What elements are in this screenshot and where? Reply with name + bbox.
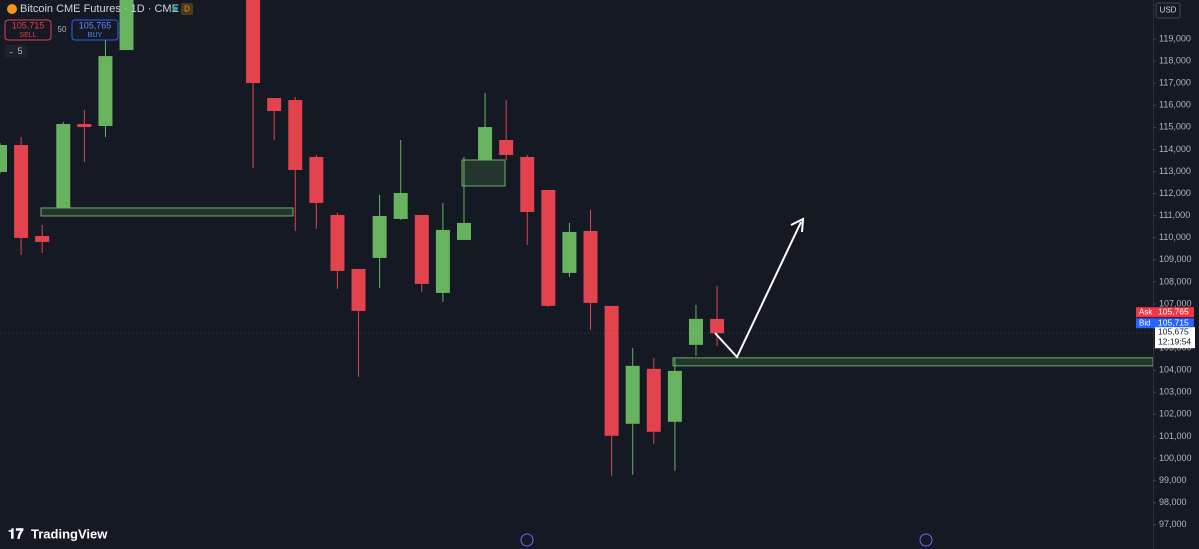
y-tick-label: 97,000	[1159, 519, 1187, 529]
event-icon[interactable]	[919, 533, 933, 547]
currency: USD	[1160, 6, 1177, 15]
y-tick-label: 102,000	[1159, 409, 1192, 419]
candle-body	[0, 145, 7, 172]
y-tick-label: 107,000	[1159, 298, 1192, 308]
status-dot	[172, 6, 178, 12]
arrow-drawing	[714, 221, 802, 359]
candle-body	[435, 229, 450, 293]
candle-body	[330, 214, 345, 271]
zone	[672, 357, 1153, 367]
candle-body	[604, 305, 619, 436]
candle-body	[14, 145, 29, 238]
candle-body	[688, 318, 703, 345]
candle-body	[583, 230, 598, 303]
candle-body	[667, 370, 682, 422]
candle-body	[56, 124, 71, 208]
candle-body	[309, 156, 324, 203]
y-tick-label: 115,000	[1159, 122, 1191, 132]
candle-body	[372, 215, 387, 258]
last-price-tag	[1155, 327, 1195, 349]
badge-bg	[181, 3, 193, 15]
buy-price: 105,765	[79, 20, 112, 30]
y-tick-label: 114,000	[1159, 144, 1191, 154]
candle-body	[710, 318, 725, 334]
y-tick-label: 113,000	[1159, 166, 1191, 176]
candle-body	[478, 127, 493, 160]
zone	[40, 207, 294, 217]
y-tick-label: 117,000	[1159, 78, 1191, 88]
y-tick-label: 116,000	[1159, 100, 1191, 110]
zone	[461, 159, 506, 187]
symbol-title: Bitcoin CME Futures · 1D · CME	[20, 3, 179, 15]
price-tag	[1136, 307, 1194, 318]
arrow-head	[790, 217, 805, 233]
brand: TradingView	[31, 526, 108, 541]
candle-body	[98, 56, 113, 127]
candle-body	[541, 189, 556, 306]
buy-button[interactable]	[71, 19, 119, 41]
badge: D	[184, 5, 190, 14]
y-tick-label: 112,000	[1159, 188, 1191, 198]
candle-body	[77, 124, 92, 128]
y-tick-label: 109,000	[1159, 254, 1192, 264]
candle-body	[520, 156, 535, 212]
plot-area	[0, 0, 1153, 476]
candle-body	[646, 368, 661, 432]
y-tick-label: 99,000	[1159, 475, 1187, 485]
candle-body	[351, 268, 366, 311]
candle-body	[119, 0, 134, 51]
price-tag	[1136, 318, 1194, 329]
indicator-count: 5	[17, 46, 22, 56]
y-tick-label: 101,000	[1159, 431, 1192, 441]
buy-label: BUY	[88, 32, 103, 39]
countdown: 12:19:54	[1158, 336, 1191, 346]
candle-body	[562, 231, 577, 273]
price-tag-name: Bid	[1139, 318, 1151, 327]
sell-button[interactable]	[4, 19, 52, 41]
price-tag-value: 105,765	[1158, 306, 1189, 316]
sell-price: 105,715	[12, 20, 45, 30]
price-tag-name: Ask	[1139, 307, 1153, 316]
candle-body	[35, 235, 50, 242]
last-price: 105,675	[1158, 326, 1189, 336]
candle-body	[267, 98, 282, 112]
collapse-button[interactable]	[5, 45, 27, 58]
price-tag-value: 105,715	[1158, 317, 1189, 327]
symbol-icon	[7, 4, 17, 14]
y-tick-label: 108,000	[1159, 276, 1192, 286]
y-tick-label: 111,000	[1159, 210, 1190, 220]
y-tick-label: 100,000	[1159, 453, 1192, 463]
candle-body	[414, 214, 429, 284]
candle-body	[456, 222, 471, 240]
y-tick-label: 118,000	[1159, 56, 1191, 66]
y-tick-label: 98,000	[1159, 497, 1187, 507]
y-tick-label: 104,000	[1159, 365, 1192, 375]
y-tick-label: 119,000	[1159, 33, 1191, 43]
candle-body	[288, 100, 303, 170]
candle-body	[393, 192, 408, 219]
collapse-icon: ⌄	[8, 48, 14, 55]
brand-logo: 𝟏𝟕	[8, 526, 24, 542]
y-tick-label: 103,000	[1159, 387, 1192, 397]
sell-label: SELL	[19, 32, 36, 39]
spread: 50	[58, 25, 67, 34]
candle-body	[625, 365, 640, 424]
candle-body	[246, 0, 261, 84]
y-tick-label: 110,000	[1159, 232, 1191, 242]
event-icon[interactable]	[520, 533, 534, 547]
currency-box[interactable]	[1155, 2, 1181, 19]
candle-body	[499, 139, 514, 155]
